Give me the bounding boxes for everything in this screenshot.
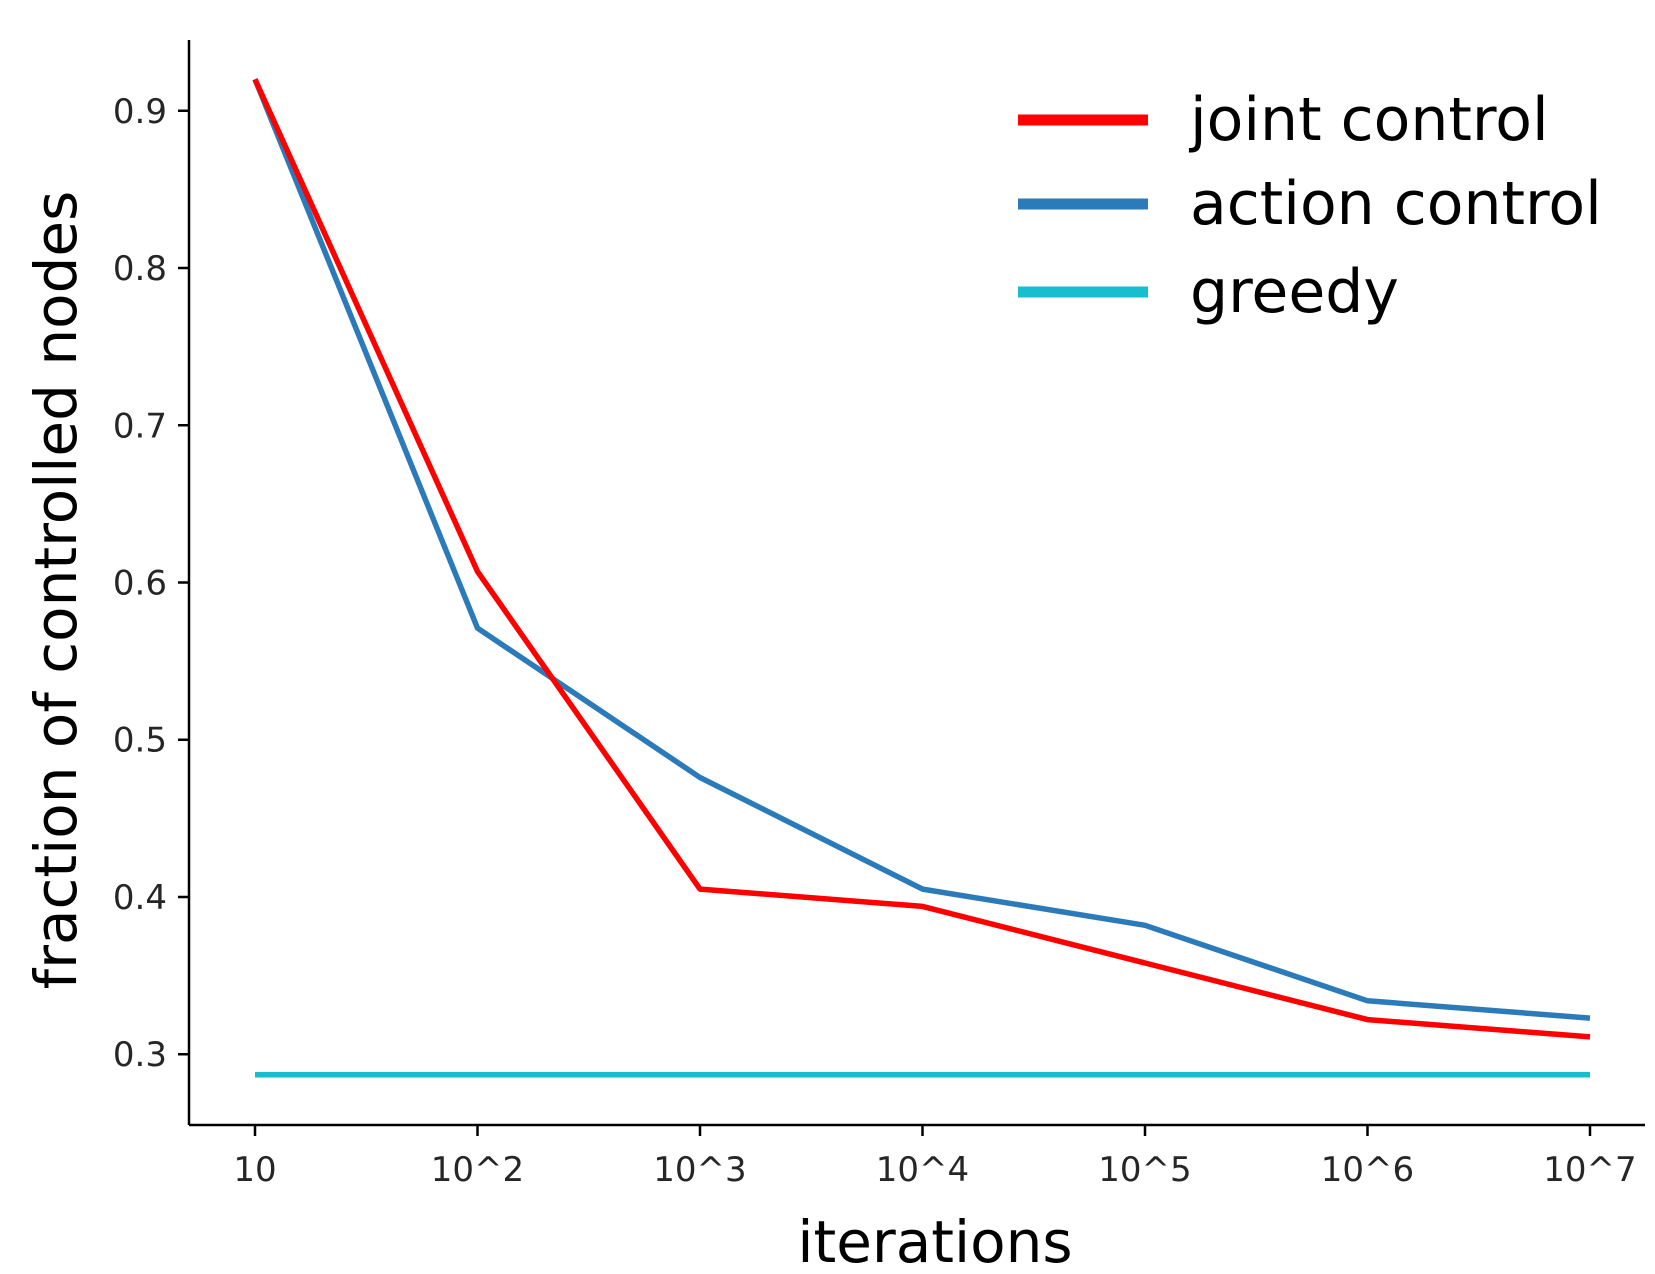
- legend-label-action-control: action control: [1190, 169, 1602, 239]
- legend: joint control action control greedy: [1018, 85, 1602, 327]
- series-layer: [252, 78, 1591, 1078]
- y-tick-label: 0.3: [113, 1035, 167, 1075]
- y-tick-label: 0.7: [113, 406, 167, 446]
- x-tick-label: 10: [233, 1150, 276, 1190]
- y-axis-title: fraction of controlled nodes: [22, 191, 90, 990]
- y-ticks: 0.3 0.4 0.5 0.6 0.7 0.8 0.9: [113, 92, 189, 1075]
- x-tick-label: 10^6: [1321, 1150, 1414, 1190]
- x-axis-title: iterations: [797, 1208, 1072, 1274]
- legend-label-greedy: greedy: [1190, 257, 1399, 327]
- y-tick-label: 0.9: [113, 92, 167, 132]
- x-tick-label: 10^3: [653, 1150, 746, 1190]
- series-line-joint-control: [252, 78, 1591, 1040]
- x-ticks: 10 10^2 10^3 10^4 10^5 10^6 10^7: [233, 1125, 1637, 1190]
- series-line-action-control: [252, 78, 1591, 1021]
- x-tick-label: 10^7: [1543, 1150, 1636, 1190]
- x-tick-label: 10^2: [431, 1150, 524, 1190]
- y-tick-label: 0.4: [113, 878, 167, 918]
- y-tick-label: 0.8: [113, 249, 167, 289]
- legend-label-joint-control: joint control: [1188, 85, 1549, 155]
- x-tick-label: 10^4: [876, 1150, 969, 1190]
- y-tick-label: 0.6: [113, 564, 167, 604]
- y-tick-label: 0.5: [113, 721, 167, 761]
- x-tick-label: 10^5: [1098, 1150, 1191, 1190]
